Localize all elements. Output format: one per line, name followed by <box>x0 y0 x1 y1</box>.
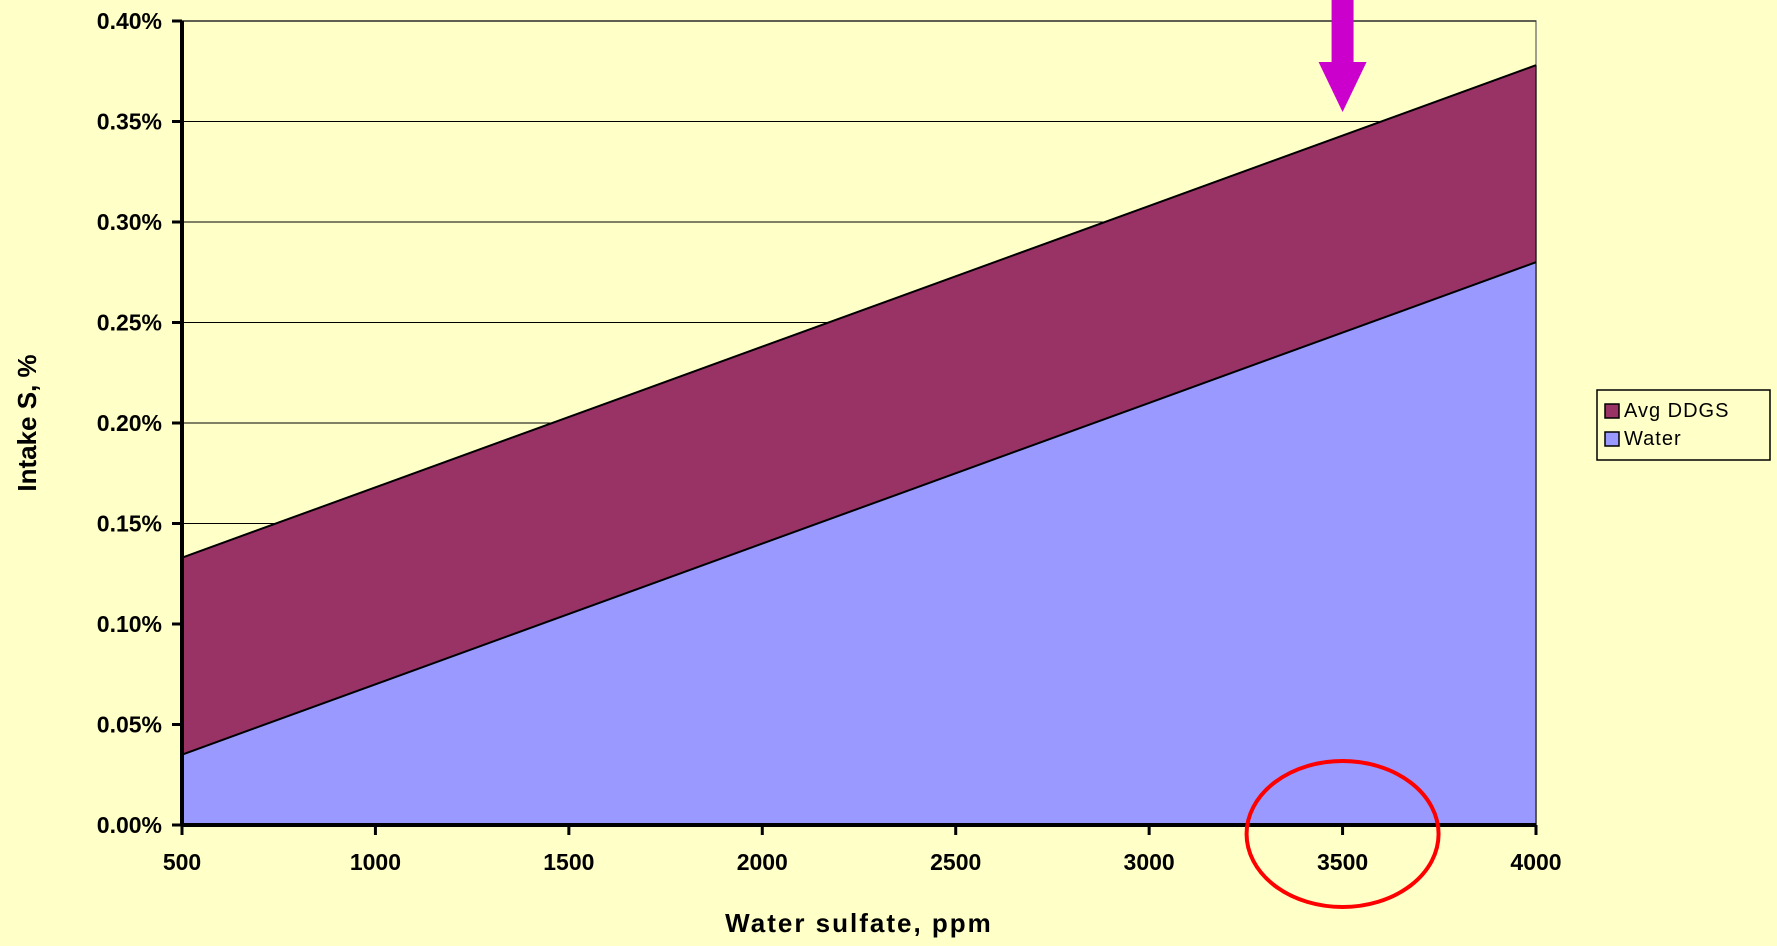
y-tick-labels: 0.00% 0.05% 0.10% 0.15% 0.20% 0.25% 0.30% 0.35%… <box>97 8 182 838</box>
x-axis-title: Water sulfate, ppm <box>725 908 993 938</box>
x-tick-label: 1000 <box>350 849 401 875</box>
avg-ddgs-area <box>182 65 1536 755</box>
legend-swatch <box>1604 431 1620 447</box>
annotations <box>1244 0 1441 909</box>
y-tick-label: 0.40% <box>97 8 162 34</box>
legend-entry-label: Avg DDGS <box>1624 400 1729 422</box>
x-tick-label: 500 <box>163 849 201 875</box>
red-highlight-circle <box>1244 759 1441 909</box>
legend: Avg DDGS Water <box>1596 389 1771 461</box>
avg-ddgs-series-line <box>181 64 1537 559</box>
y-tick-label: 0.10% <box>97 611 162 637</box>
water-series-line <box>181 261 1537 756</box>
y-axis-title: Intake S, % <box>12 354 42 491</box>
water-area <box>182 262 1536 825</box>
x-tick-label: 2500 <box>930 849 981 875</box>
x-tick-labels: 500 1000 1500 2000 2500 3000 3500 4000 <box>163 825 1562 875</box>
y-tick-label: 0.35% <box>97 109 162 135</box>
x-tick-label: 3000 <box>1124 849 1175 875</box>
y-tick-label: 0.20% <box>97 410 162 436</box>
y-tick-label: 0.05% <box>97 712 162 738</box>
magenta-down-arrow <box>1318 0 1367 112</box>
legend-entry-label: Water <box>1624 428 1682 450</box>
x-tick-label: 4000 <box>1510 849 1561 875</box>
x-tick-label: 1500 <box>543 849 594 875</box>
y-tick-label: 0.25% <box>97 310 162 336</box>
y-tick-label: 0.15% <box>97 511 162 537</box>
legend-swatch <box>1604 403 1620 419</box>
legend-box <box>1596 389 1771 461</box>
y-tick-label: 0.00% <box>97 812 162 838</box>
x-tick-label: 2000 <box>737 849 788 875</box>
y-tick-label: 0.30% <box>97 209 162 235</box>
x-tick-label: 3500 <box>1317 849 1368 875</box>
area-series <box>181 64 1537 825</box>
